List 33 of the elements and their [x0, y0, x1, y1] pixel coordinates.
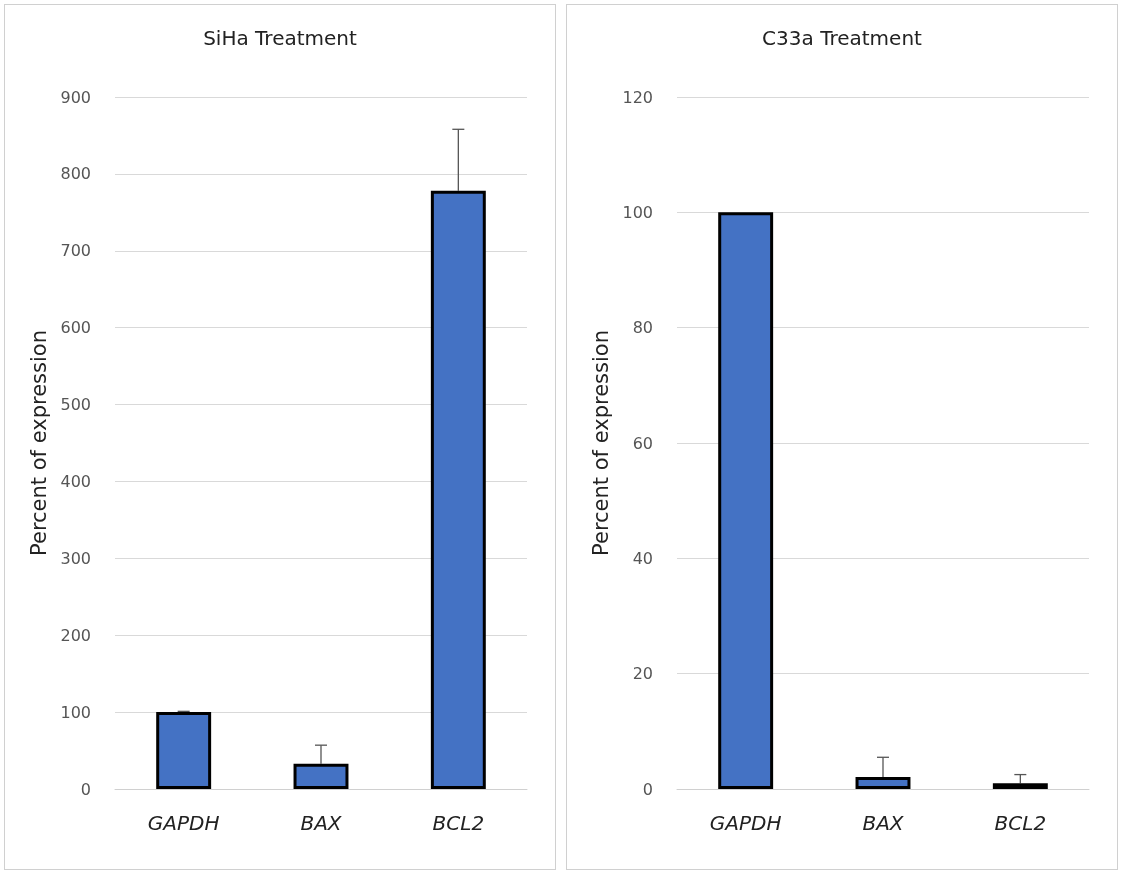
chart-title: SiHa Treatment	[203, 26, 357, 50]
bar	[855, 776, 911, 789]
chart-title: C33a Treatment	[762, 26, 923, 50]
y-tick-label: 120	[622, 87, 653, 107]
bar	[992, 783, 1048, 789]
x-tick-label: GAPDH	[709, 811, 782, 835]
bar	[430, 190, 486, 789]
bar	[293, 763, 349, 789]
y-tick-label: 80	[632, 318, 653, 338]
y-tick-label: 600	[60, 318, 91, 338]
y-tick-label: 400	[60, 471, 91, 491]
y-tick-label: 700	[60, 241, 91, 261]
y-tick-label: 0	[80, 779, 91, 799]
x-tick-label: BAX	[300, 811, 343, 835]
y-axis-title: Percent of expression	[27, 330, 52, 556]
y-tick-label: 60	[632, 433, 653, 453]
y-tick-label: 100	[622, 202, 653, 222]
bar	[156, 712, 212, 789]
x-tick-label: BAX	[862, 811, 905, 835]
y-tick-label: 200	[60, 625, 91, 645]
y-tick-label: 500	[60, 395, 91, 415]
y-tick-label: 300	[60, 548, 91, 568]
y-tick-label: 900	[60, 87, 91, 107]
y-axis-title: Percent of expression	[589, 330, 614, 556]
x-tick-label: GAPDH	[147, 811, 220, 835]
y-tick-label: 40	[632, 548, 653, 568]
x-tick-label: BCL2	[994, 811, 1047, 835]
y-tick-label: 800	[60, 164, 91, 184]
y-tick-label: 0	[642, 779, 653, 799]
x-tick-label: BCL2	[432, 811, 485, 835]
y-tick-label: 20	[632, 664, 653, 684]
bar	[718, 212, 774, 789]
y-tick-label: 100	[60, 702, 91, 722]
